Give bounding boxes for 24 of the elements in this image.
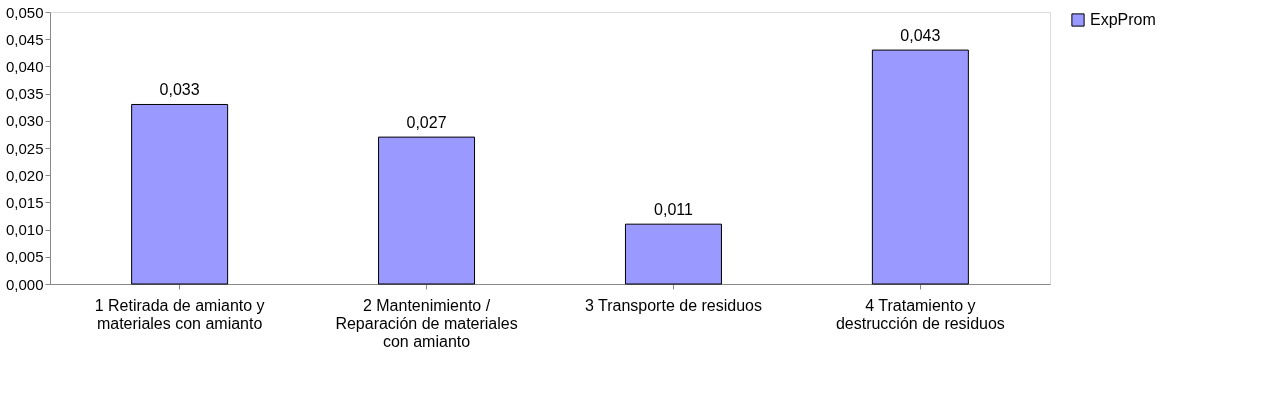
x-tick-label: 4 Tratamiento y destrucción de residuos xyxy=(835,296,1005,332)
bar xyxy=(871,49,969,285)
y-tick-label: 0,030 xyxy=(5,112,44,130)
y-tick-label: 0,025 xyxy=(5,139,44,157)
y-tick-label: 0,000 xyxy=(5,275,44,293)
y-tick-label: 0,040 xyxy=(5,57,44,75)
legend-label: ExpProm xyxy=(1090,11,1156,28)
bar xyxy=(378,136,476,285)
x-tick-label: 2 Mantenimiento / Reparación de materiales con amianto xyxy=(335,296,518,350)
data-label: 0,027 xyxy=(406,114,447,132)
y-tick-label: 0,050 xyxy=(5,3,44,21)
data-label: 0,043 xyxy=(900,27,941,45)
y-tick-label: 0,005 xyxy=(5,248,44,266)
y-tick-label: 0,020 xyxy=(5,166,44,184)
bar xyxy=(131,103,229,285)
data-label: 0,011 xyxy=(654,201,693,219)
y-tick-label: 0,045 xyxy=(5,30,44,48)
bar xyxy=(624,223,722,285)
y-tick-label: 0,015 xyxy=(5,193,44,211)
y-tick-label: 0,010 xyxy=(5,221,44,239)
y-tick-label: 0,035 xyxy=(5,85,44,103)
data-label: 0,033 xyxy=(159,81,200,99)
x-tick-label: 1 Retirada de amianto y materiales con amianto xyxy=(94,296,265,332)
x-tick-label: 3 Transporte de residuos xyxy=(584,296,762,314)
